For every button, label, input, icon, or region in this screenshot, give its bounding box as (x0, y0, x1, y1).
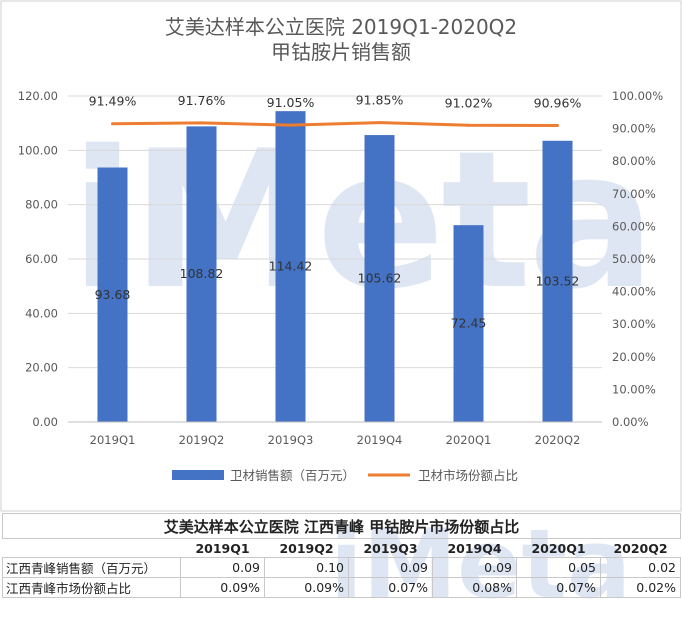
bar (453, 225, 484, 422)
row-label: 江西青峰销售额（百万元） (2, 557, 181, 578)
share-table: 艾美达样本公立医院 江西青峰 甲钴胺片市场份额占比 2019Q1 2019Q2 … (1, 513, 682, 598)
x-tick-label: 2019Q4 (357, 433, 403, 447)
table-header-cell: 2020Q2 (600, 538, 681, 558)
bar-data-label: 72.45 (451, 316, 487, 331)
line-data-label: 91.85% (356, 93, 404, 108)
chart-title: 甲钴胺片销售额 (271, 40, 411, 64)
table-header-cell (2, 538, 181, 558)
table-cell: 0.08% (432, 577, 517, 598)
table-header-row: 2019Q1 2019Q2 2019Q3 2019Q4 2020Q1 2020Q… (2, 538, 681, 558)
bar (186, 126, 217, 423)
y-right-tick-label: 80.00% (612, 154, 656, 168)
table-header-cell: 2019Q2 (264, 538, 349, 558)
y-left-tick-label: 60.00 (25, 252, 58, 266)
legend-line-label: 卫材市场份额占比 (418, 468, 518, 483)
y-right-tick-label: 20.00% (612, 350, 656, 364)
y-left-tick-label: 120.00 (18, 89, 58, 103)
bar-data-label: 93.68 (95, 287, 131, 302)
table-cell: 0.09% (264, 577, 349, 598)
bar (542, 140, 573, 422)
table-cell: 0.09 (432, 557, 517, 578)
line-data-label: 91.76% (178, 93, 226, 108)
table-title: 艾美达样本公立医院 江西青峰 甲钴胺片市场份额占比 (1, 513, 682, 539)
table-cell: 0.02 (599, 557, 682, 578)
y-right-tick-label: 50.00% (612, 252, 656, 266)
y-left-tick-label: 40.00 (25, 306, 58, 320)
table-row: 江西青峰销售额（百万元） 0.09 0.10 0.09 0.09 0.05 0.… (2, 557, 682, 578)
x-tick-label: 2019Q3 (268, 433, 314, 447)
line-point (289, 123, 292, 127)
combo-chart: iMeta 艾美达样本公立医院 2019Q1-2020Q2 甲钴胺片销售额 0.00… (0, 0, 682, 512)
chart-frame (0, 0, 682, 512)
bar (275, 111, 306, 422)
y-right-tick-label: 40.00% (612, 285, 656, 299)
x-tick-label: 2020Q1 (446, 433, 492, 447)
y-right-tick-label: 100.00% (612, 89, 663, 103)
table-header-cell: 2020Q1 (516, 538, 601, 558)
chart-title: 艾美达样本公立医院 2019Q1-2020Q2 (165, 15, 517, 39)
bar-data-label: 105.62 (358, 271, 402, 286)
line-data-label: 91.49% (89, 94, 137, 109)
bar-data-label: 103.52 (536, 273, 580, 288)
y-right-tick-label: 30.00% (612, 317, 656, 331)
table-cell: 0.02% (599, 577, 682, 598)
y-left-tick-label: 100.00 (18, 143, 58, 157)
x-tick-label: 2019Q2 (179, 433, 225, 447)
x-tick-label: 2019Q1 (90, 433, 136, 447)
line-data-label: 90.96% (534, 95, 582, 110)
line-series (112, 121, 558, 127)
line-data-label: 91.05% (267, 95, 315, 110)
table-cell: 0.10 (264, 557, 349, 578)
table-cell: 0.07% (516, 577, 601, 598)
table-header-cell: 2019Q1 (180, 538, 265, 558)
line-point (200, 121, 203, 125)
table-cell: 0.09 (348, 557, 433, 578)
share-table-section: 艾美达样本公立医院 江西青峰 甲钴胺片市场份额占比 2019Q1 2019Q2 … (1, 513, 682, 598)
y-left-tick-label: 0.00 (32, 415, 58, 429)
line-point (378, 121, 381, 125)
line-point (467, 123, 470, 127)
line-data-label: 91.02% (445, 95, 493, 110)
y-left-tick-label: 80.00 (25, 198, 58, 212)
bar (364, 135, 395, 422)
legend-bar-label: 卫材销售额（百万元） (230, 468, 355, 483)
x-tick-label: 2020Q2 (535, 433, 581, 447)
table-cell: 0.09% (180, 577, 265, 598)
table-cell: 0.05 (516, 557, 601, 578)
line-point (556, 123, 559, 127)
table-header-cell: 2019Q4 (432, 538, 517, 558)
y-left-tick-label: 20.00 (25, 361, 58, 375)
legend-bar-swatch (172, 470, 224, 480)
table-cell: 0.09 (180, 557, 265, 578)
y-right-tick-label: 10.00% (612, 382, 656, 396)
bar-data-label: 114.42 (269, 259, 313, 274)
row-label: 江西青峰市场份额占比 (2, 577, 181, 598)
line-point (111, 122, 114, 126)
table-row: 江西青峰市场份额占比 0.09% 0.09% 0.07% 0.08% 0.07%… (2, 577, 682, 598)
y-right-tick-label: 90.00% (612, 122, 656, 136)
bar-data-label: 108.82 (180, 266, 224, 281)
bar (97, 167, 128, 422)
table-cell: 0.07% (348, 577, 433, 598)
table-header-cell: 2019Q3 (348, 538, 433, 558)
y-right-tick-label: 60.00% (612, 219, 656, 233)
y-right-tick-label: 70.00% (612, 187, 656, 201)
y-right-tick-label: 0.00% (612, 415, 649, 429)
